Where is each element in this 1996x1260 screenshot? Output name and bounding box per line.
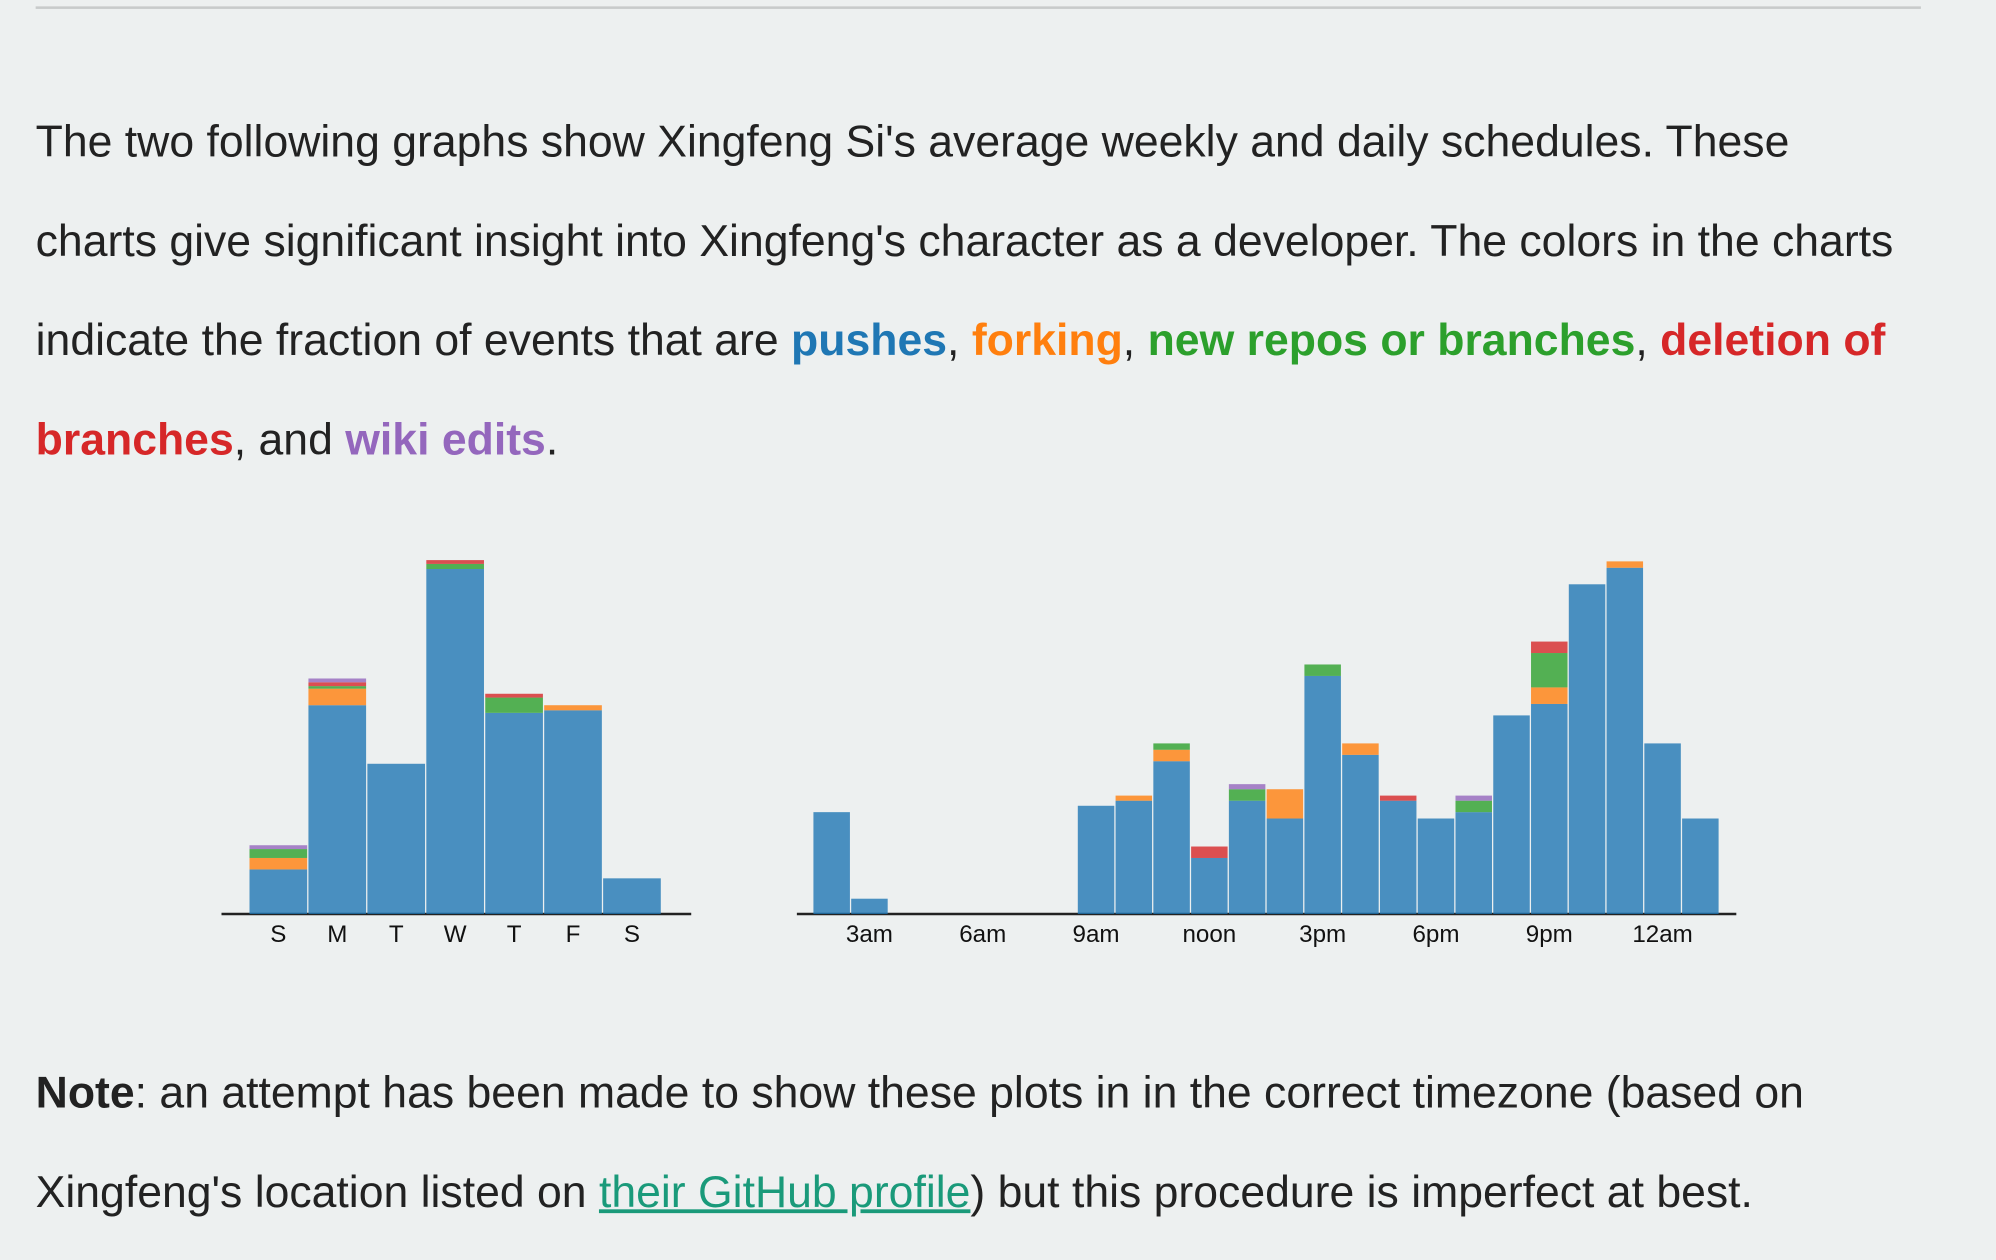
comma: ,: [1635, 315, 1648, 366]
bar-segment: [485, 693, 543, 698]
bar-segment: [1115, 795, 1153, 801]
note-label: Note: [35, 1068, 135, 1118]
bar-segment: [1682, 818, 1719, 914]
bar-segment: [1417, 818, 1455, 914]
bar-segment: [1153, 743, 1190, 750]
x-tick-label: W: [444, 921, 467, 948]
comma: ,: [1122, 315, 1136, 366]
note-tail: ) but this procedure is imperfect at bes…: [970, 1167, 1753, 1217]
bar-segment: [1342, 754, 1379, 914]
bar-segment: [1568, 584, 1606, 914]
comma: ,: [947, 315, 960, 366]
bar-segment: [1455, 800, 1492, 813]
bar-segment: [1228, 800, 1266, 914]
bar-segment: [1228, 789, 1266, 801]
bar-segment: [426, 563, 484, 570]
comma: ,: [233, 414, 247, 465]
bar-segment: [1191, 857, 1228, 914]
legend-new-repos: new repos or branches: [1147, 315, 1636, 366]
and: and: [258, 414, 333, 465]
bar-segment: [1379, 800, 1417, 914]
x-tick-label: T: [389, 921, 404, 948]
bar-segment: [603, 878, 661, 914]
bar-segment: [1266, 818, 1304, 914]
bar-segment: [1342, 743, 1379, 755]
bar-segment: [1606, 561, 1644, 568]
bar-segment: [249, 849, 308, 858]
bar-segment: [1228, 784, 1266, 790]
bar-segment: [1493, 715, 1530, 914]
bar-segment: [308, 682, 367, 687]
bar-segment: [308, 688, 367, 706]
intro-paragraph: The two following graphs show Xingfeng S…: [36, 93, 1920, 490]
x-tick-label: F: [566, 921, 581, 948]
bar-segment: [426, 560, 484, 564]
bar-segment: [1266, 789, 1304, 819]
bar-segment: [485, 697, 543, 713]
bar-segment: [308, 678, 367, 683]
x-tick-label: 6am: [959, 921, 1006, 948]
x-tick-label: T: [507, 921, 522, 948]
divider: [35, 6, 1921, 9]
bar-segment: [1531, 703, 1568, 914]
bar-segment: [1191, 846, 1228, 858]
bar-segment: [813, 812, 850, 914]
bar-segment: [1455, 812, 1492, 914]
bar-segment: [1606, 567, 1644, 914]
legend-pushes: pushes: [791, 315, 948, 366]
legend-forking: forking: [971, 315, 1123, 366]
x-tick-label: 12am: [1632, 921, 1692, 948]
x-tick-label: M: [327, 921, 347, 948]
x-tick-label: 6pm: [1412, 921, 1459, 948]
bar-segment: [485, 712, 543, 914]
bar-segment: [1304, 675, 1341, 914]
github-link[interactable]: their GitHub profile: [598, 1167, 971, 1217]
bar-segment: [1531, 653, 1568, 688]
bar-segment: [1644, 743, 1681, 914]
x-tick-label: 9am: [1073, 921, 1120, 948]
x-tick-label: 3am: [846, 921, 893, 948]
bar-segment: [1153, 761, 1190, 914]
note-paragraph: Note: an attempt has been made to show t…: [36, 1044, 1920, 1243]
x-tick-label: S: [270, 921, 286, 948]
x-tick-label: 9pm: [1526, 921, 1573, 948]
bar-segment: [1531, 641, 1568, 654]
bar-segment: [1077, 805, 1115, 914]
x-tick-label: S: [624, 921, 640, 948]
x-tick-label: 3pm: [1299, 921, 1346, 948]
bar-segment: [249, 845, 308, 850]
bar-segment: [249, 857, 308, 870]
period: .: [545, 414, 559, 465]
bar-segment: [308, 686, 367, 689]
bar-segment: [851, 898, 888, 914]
bar-segment: [1455, 795, 1492, 801]
note-text: : an attempt has been made to show these…: [35, 1068, 1804, 1217]
bar-segment: [1153, 749, 1190, 762]
legend-deletion: deletion of branches: [35, 315, 1886, 465]
intro-text: The two following graphs show Xingfeng S…: [35, 117, 1894, 366]
bar-segment: [308, 705, 367, 914]
bar-segment: [1531, 687, 1568, 704]
bar-segment: [1379, 795, 1417, 801]
bar-segment: [544, 710, 602, 914]
bar-segment: [544, 705, 602, 711]
bar-segment: [1304, 664, 1341, 676]
x-tick-label: noon: [1182, 921, 1236, 948]
bar-segment: [367, 763, 426, 914]
bar-segment: [426, 569, 484, 914]
bar-segment: [1115, 800, 1153, 914]
legend-wiki: wiki edits: [345, 414, 546, 465]
bar-segment: [249, 869, 308, 914]
